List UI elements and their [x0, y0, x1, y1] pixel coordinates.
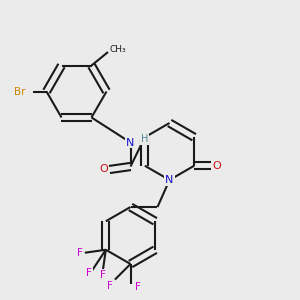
Text: O: O [99, 164, 108, 175]
Text: F: F [100, 270, 106, 280]
Text: N: N [165, 175, 174, 185]
Text: F: F [86, 268, 92, 278]
Text: N: N [126, 137, 135, 148]
Text: O: O [212, 161, 221, 171]
Text: F: F [107, 280, 113, 291]
Text: F: F [77, 248, 83, 258]
Text: F: F [135, 281, 141, 292]
Text: H: H [141, 134, 148, 144]
Text: Br: Br [14, 86, 26, 97]
Text: CH₃: CH₃ [110, 44, 126, 53]
